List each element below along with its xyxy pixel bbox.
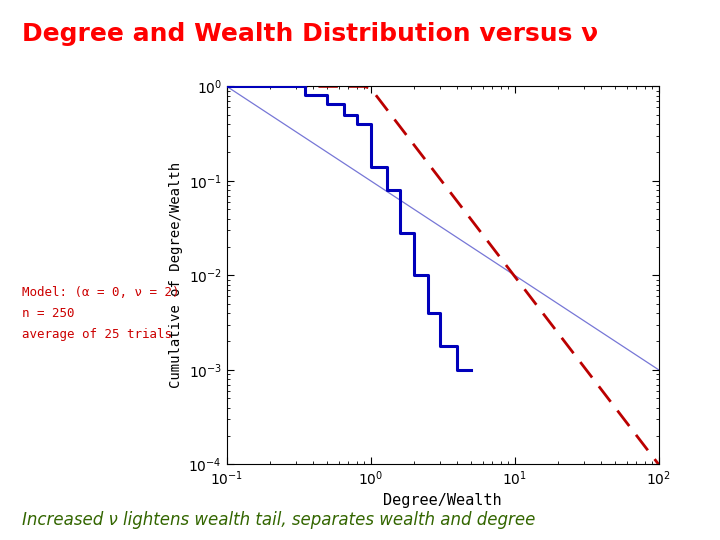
Text: Degree and Wealth Distribution versus ν: Degree and Wealth Distribution versus ν: [22, 22, 598, 45]
Text: Increased ν lightens wealth tail, separates wealth and degree: Increased ν lightens wealth tail, separa…: [22, 511, 535, 529]
Text: Model: (α = 0, ν = 2)
n = 250
average of 25 trials: Model: (α = 0, ν = 2) n = 250 average of…: [22, 286, 179, 341]
X-axis label: Degree/Wealth: Degree/Wealth: [384, 494, 502, 509]
Y-axis label: Cumulative of Degree/Wealth: Cumulative of Degree/Wealth: [169, 163, 183, 388]
